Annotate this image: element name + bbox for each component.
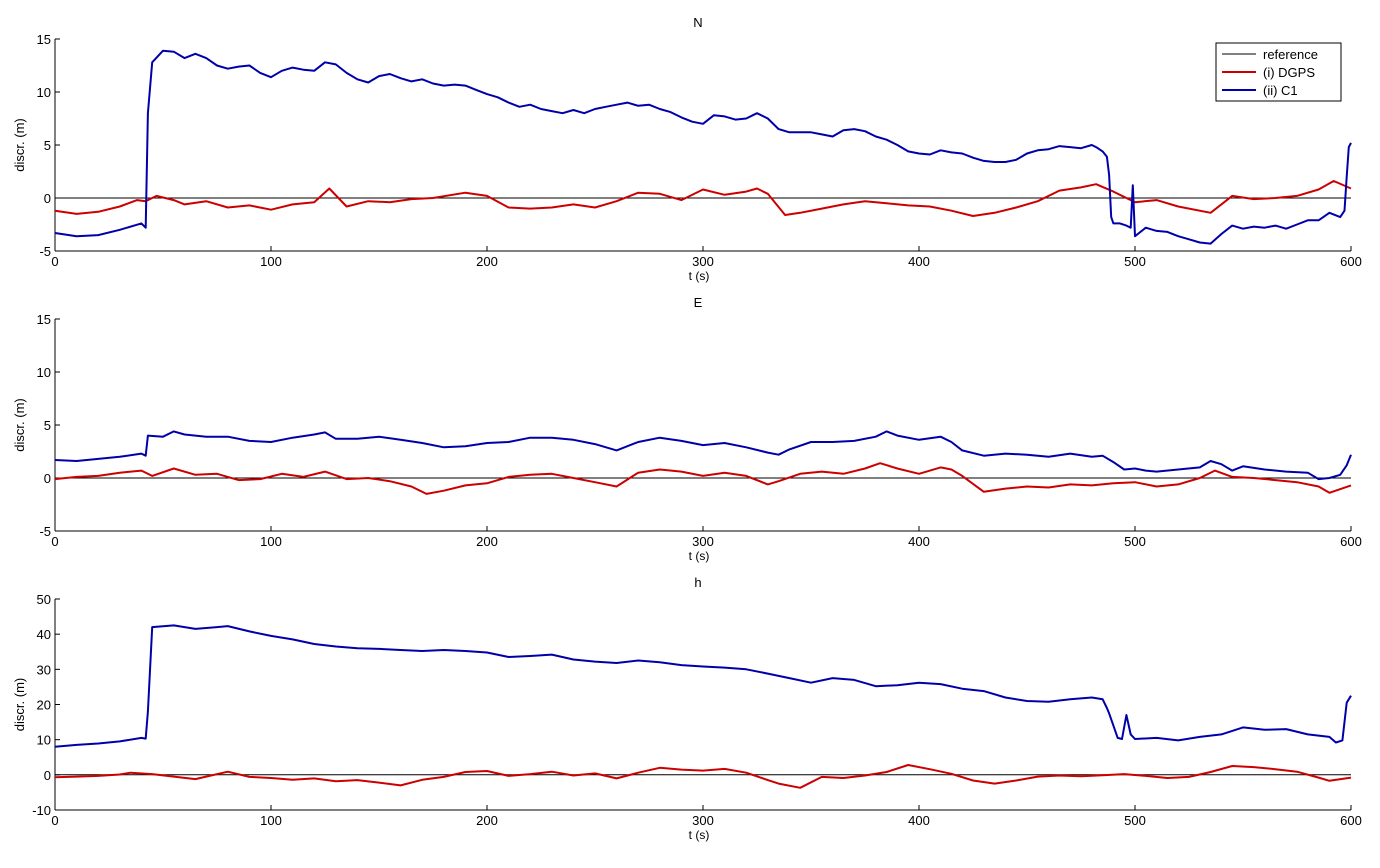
x-tick-label: 100 [260, 254, 282, 269]
chart-title: E [694, 295, 703, 310]
x-tick-label: 300 [692, 254, 714, 269]
series-line-i-dgps [54, 462, 1352, 495]
y-tick-label: 0 [44, 191, 51, 206]
x-tick-label: 600 [1340, 254, 1362, 269]
series-line-i-dgps [54, 180, 1352, 217]
y-axis-label: discr. (m) [12, 118, 27, 171]
x-axis-label: t (s) [689, 828, 710, 842]
y-axis-label: discr. (m) [12, 678, 27, 731]
x-tick-label: 0 [51, 534, 58, 549]
x-tick-label: 500 [1124, 813, 1146, 828]
x-tick-label: 300 [692, 813, 714, 828]
y-tick-label: 10 [37, 733, 51, 748]
y-tick-label: 20 [37, 698, 51, 713]
x-tick-label: 600 [1340, 534, 1362, 549]
x-tick-label: 100 [260, 813, 282, 828]
x-tick-label: 400 [908, 254, 930, 269]
y-tick-label: 0 [44, 471, 51, 486]
y-tick-label: 30 [37, 662, 51, 677]
y-axis-label: discr. (m) [12, 398, 27, 451]
y-tick-label: 50 [37, 592, 51, 607]
x-tick-label: 0 [51, 813, 58, 828]
chart-title: N [693, 15, 702, 30]
y-tick-label: 5 [44, 418, 51, 433]
chart-title: h [694, 575, 701, 590]
y-tick-label: -5 [39, 524, 51, 539]
x-axis-label: t (s) [689, 269, 710, 283]
x-tick-label: 500 [1124, 254, 1146, 269]
legend: reference (i) DGPS (ii) C1 [1215, 42, 1342, 102]
series-line-i-dgps [54, 764, 1352, 789]
x-tick-label: 200 [476, 534, 498, 549]
series-line-ii-c1 [54, 49, 1352, 245]
y-tick-label: 15 [37, 312, 51, 327]
y-tick-label: 15 [37, 32, 51, 47]
legend-label: (i) DGPS [1263, 65, 1315, 80]
x-tick-label: 200 [476, 254, 498, 269]
x-tick-label: 200 [476, 813, 498, 828]
y-tick-label: -10 [32, 803, 51, 818]
x-tick-label: 0 [51, 254, 58, 269]
series-line-ii-c1 [54, 624, 1352, 748]
x-tick-label: 600 [1340, 813, 1362, 828]
y-tick-label: 0 [44, 768, 51, 783]
x-tick-label: 100 [260, 534, 282, 549]
y-tick-label: 10 [37, 85, 51, 100]
legend-label: (ii) C1 [1263, 83, 1298, 98]
x-tick-label: 300 [692, 534, 714, 549]
x-axis-label: t (s) [689, 549, 710, 563]
x-tick-label: 500 [1124, 534, 1146, 549]
x-tick-label: 400 [908, 813, 930, 828]
y-tick-label: -5 [39, 244, 51, 259]
y-tick-label: 10 [37, 365, 51, 380]
y-tick-label: 5 [44, 138, 51, 153]
y-tick-label: 40 [37, 627, 51, 642]
series-line-ii-c1 [54, 430, 1352, 481]
x-tick-label: 400 [908, 534, 930, 549]
legend-label: reference [1263, 47, 1318, 62]
